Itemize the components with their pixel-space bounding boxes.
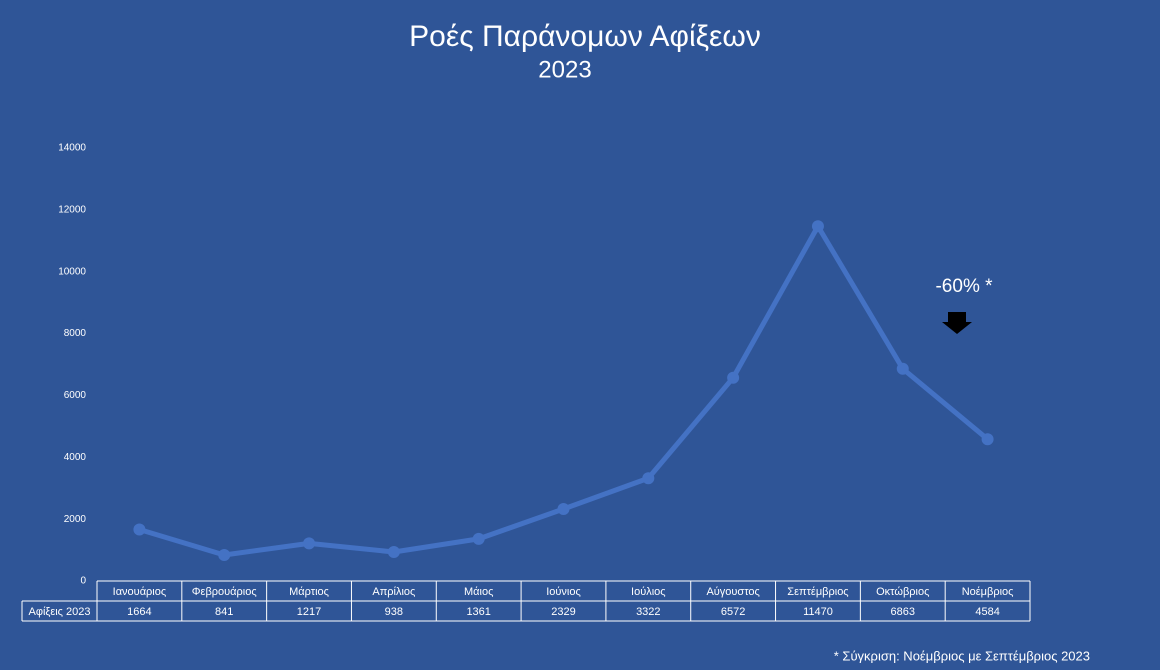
table-value: 3322: [636, 606, 660, 618]
x-tick-label: Οκτώβριος: [876, 586, 929, 598]
footnote: * Σύγκριση: Νοέμβριος με Σεπτέμβριος 202…: [834, 648, 1090, 663]
y-tick-label: 12000: [58, 204, 86, 215]
x-tick-label: Μάρτιος: [289, 586, 329, 598]
y-tick-label: 6000: [64, 390, 87, 401]
x-tick-label: Σεπτέμβριος: [787, 586, 848, 598]
point: [557, 502, 570, 515]
x-tick-label: Φεβρουάριος: [192, 586, 257, 598]
table-value: 2329: [551, 606, 575, 618]
annotation: -60% *: [935, 276, 993, 297]
point: [981, 433, 994, 446]
point: [472, 532, 485, 545]
point: [133, 523, 146, 536]
table-value: 1361: [466, 606, 490, 618]
table-value: 938: [385, 606, 403, 618]
table-value: 4584: [975, 606, 999, 618]
table-row-label: Αφίξεις 2023: [28, 606, 90, 618]
y-tick-label: 8000: [64, 328, 87, 339]
y-tick-label: 14000: [58, 143, 86, 154]
point: [642, 472, 655, 485]
table-value: 841: [215, 606, 233, 618]
x-tick-label: Αύγουστος: [706, 586, 759, 598]
point: [896, 362, 909, 375]
y-tick-label: 0: [80, 576, 86, 587]
chart-title: Ροές Παράνομων Αφίξεων: [409, 20, 761, 53]
y-tick-label: 2000: [64, 514, 87, 525]
point: [811, 220, 824, 233]
table-value: 6572: [721, 606, 745, 618]
down-arrow: [942, 312, 972, 334]
x-tick-label: Ιανουάριος: [113, 586, 167, 598]
table-value: 1664: [127, 606, 151, 618]
x-tick-label: Μάιος: [464, 586, 493, 598]
point: [387, 545, 400, 558]
y-tick-label: 4000: [64, 452, 87, 463]
x-tick-label: Απρίλιος: [372, 586, 415, 598]
x-tick-label: Ιούνιος: [546, 586, 581, 598]
point: [727, 371, 740, 384]
chart-subtitle: 2023: [538, 56, 591, 83]
point: [218, 548, 231, 561]
table-value: 6863: [891, 606, 915, 618]
x-tick-label: Νοέμβριος: [962, 586, 1014, 598]
x-tick-label: Ιούλιος: [631, 586, 666, 598]
point: [303, 537, 316, 550]
y-tick-label: 10000: [58, 266, 86, 277]
table-value: 1217: [297, 606, 321, 618]
table-value: 11470: [803, 606, 833, 618]
